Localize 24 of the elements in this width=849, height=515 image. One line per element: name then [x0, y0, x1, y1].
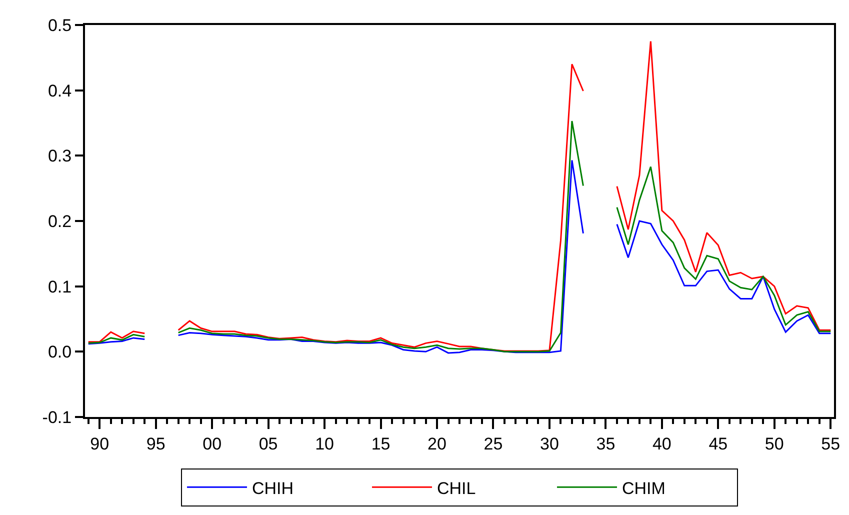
x-tick-label: 90 — [90, 434, 110, 454]
legend-label: CHIL — [437, 478, 476, 498]
x-tick-label: 10 — [315, 434, 334, 454]
x-tick-label: 25 — [484, 434, 503, 454]
y-tick-label: 0.5 — [48, 16, 72, 35]
x-tick-label: 50 — [764, 434, 784, 454]
x-tick-label: 40 — [652, 434, 672, 454]
x-tick-label: 00 — [202, 434, 222, 454]
y-tick-label: 0.0 — [48, 342, 72, 362]
x-tick-label: 30 — [540, 434, 559, 454]
y-tick-label: 0.3 — [48, 146, 72, 166]
x-tick-label: 55 — [821, 434, 840, 454]
legend-label: CHIH — [252, 478, 294, 498]
x-tick-label: 05 — [258, 434, 278, 454]
x-tick-label: 95 — [146, 434, 166, 454]
y-tick-label: -0.1 — [42, 408, 72, 427]
y-tick-label: 0.2 — [48, 212, 72, 231]
x-tick-label: 35 — [596, 434, 616, 454]
y-tick-label: 0.4 — [48, 81, 72, 100]
legend-label: CHIM — [622, 478, 666, 498]
x-tick-label: 15 — [371, 434, 390, 454]
x-tick-label: 45 — [708, 434, 728, 454]
y-tick-label: 0.1 — [48, 277, 72, 296]
x-tick-label: 20 — [428, 434, 446, 454]
